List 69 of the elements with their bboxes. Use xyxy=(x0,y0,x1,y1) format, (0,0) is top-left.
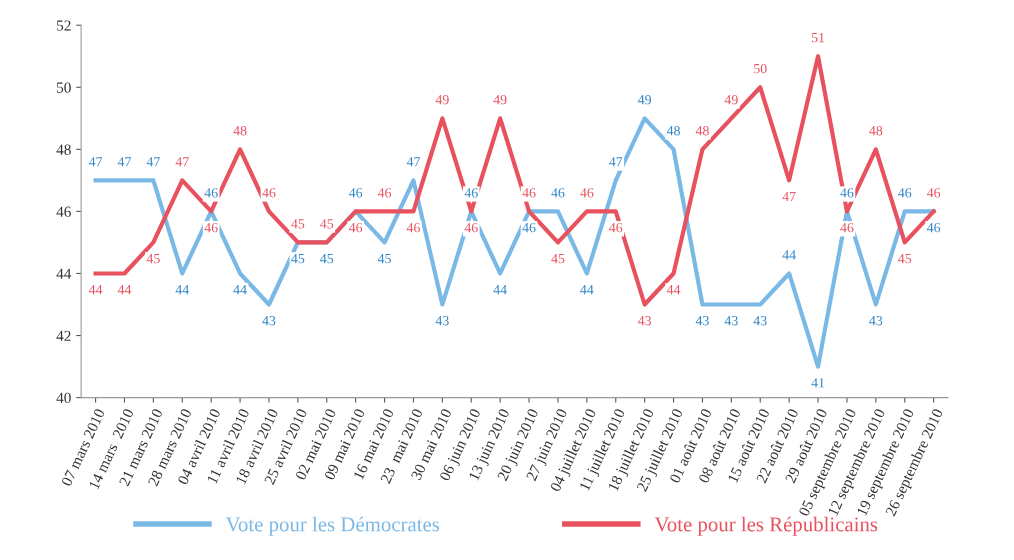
data-label: 46 xyxy=(898,188,912,198)
data-label: 43 xyxy=(695,316,709,326)
data-label: 46 xyxy=(926,222,941,233)
data-label: 43 xyxy=(724,316,738,326)
data-label: 46 xyxy=(204,188,218,198)
data-label: 50 xyxy=(754,63,767,74)
data-label: 49 xyxy=(724,95,738,105)
data-label: 44 xyxy=(580,285,594,295)
data-label: 46 xyxy=(204,222,218,233)
data-label: 47 xyxy=(609,157,623,167)
data-label: 44 xyxy=(233,285,247,295)
data-label: 47 xyxy=(175,157,189,167)
data-label: 46 xyxy=(926,188,941,198)
data-label: 46 xyxy=(522,222,536,233)
data-label: 48 xyxy=(695,126,709,136)
data-label: 45 xyxy=(320,219,334,229)
data-label: 46 xyxy=(580,188,594,198)
data-label: 45 xyxy=(551,254,565,264)
data-label: 44 xyxy=(175,285,189,295)
data-label: 46 xyxy=(840,188,854,198)
data-label: 48 xyxy=(869,126,883,136)
data-label: 43 xyxy=(869,316,883,326)
data-label: 43 xyxy=(262,316,276,326)
data-label: 48 xyxy=(233,126,247,136)
data-label: 44 xyxy=(666,285,681,295)
y-tick-label: 40 xyxy=(56,392,71,404)
data-label: 46 xyxy=(464,188,478,198)
y-tick-label: 50 xyxy=(57,82,71,93)
data-label: 47 xyxy=(406,157,420,167)
data-label: 45 xyxy=(291,219,305,229)
data-label: 45 xyxy=(146,254,160,264)
data-label: 46 xyxy=(840,222,854,233)
data-label: 46 xyxy=(406,222,420,233)
data-label: 49 xyxy=(493,95,507,105)
data-label: 44 xyxy=(117,285,132,295)
data-label: 46 xyxy=(348,222,363,233)
data-label: 47 xyxy=(117,157,132,167)
data-label: 46 xyxy=(609,222,623,233)
data-label: 43 xyxy=(435,316,449,326)
legend-label: Vote pour les Démocrates xyxy=(225,516,440,536)
data-label: 51 xyxy=(811,33,825,43)
data-label: 48 xyxy=(666,126,680,136)
data-label: 46 xyxy=(522,188,536,198)
y-tick-label: 52 xyxy=(57,20,71,31)
data-label: 49 xyxy=(435,95,449,105)
data-label: 43 xyxy=(753,316,767,326)
data-label: 46 xyxy=(551,188,565,198)
data-label: 41 xyxy=(811,378,825,388)
data-label: 47 xyxy=(782,191,796,202)
legend-label: Vote pour les Républicains xyxy=(654,516,878,536)
data-label: 47 xyxy=(146,157,160,167)
y-tick-label: 44 xyxy=(56,268,72,279)
y-tick-label: 42 xyxy=(56,330,71,341)
data-label: 44 xyxy=(493,285,507,295)
data-label: 46 xyxy=(348,188,363,198)
data-label: 46 xyxy=(377,188,392,198)
data-label: 45 xyxy=(291,254,305,264)
data-label: 44 xyxy=(88,285,103,295)
data-label: 45 xyxy=(898,254,912,264)
data-label: 45 xyxy=(320,254,334,264)
data-label: 46 xyxy=(464,222,478,233)
data-label: 47 xyxy=(88,157,103,167)
data-label: 46 xyxy=(262,188,276,198)
data-label: 44 xyxy=(782,250,796,260)
y-tick-label: 48 xyxy=(56,144,71,155)
y-tick-label: 46 xyxy=(56,206,71,217)
data-label: 45 xyxy=(377,254,391,264)
data-label: 43 xyxy=(637,316,652,326)
data-label: 49 xyxy=(637,95,652,105)
